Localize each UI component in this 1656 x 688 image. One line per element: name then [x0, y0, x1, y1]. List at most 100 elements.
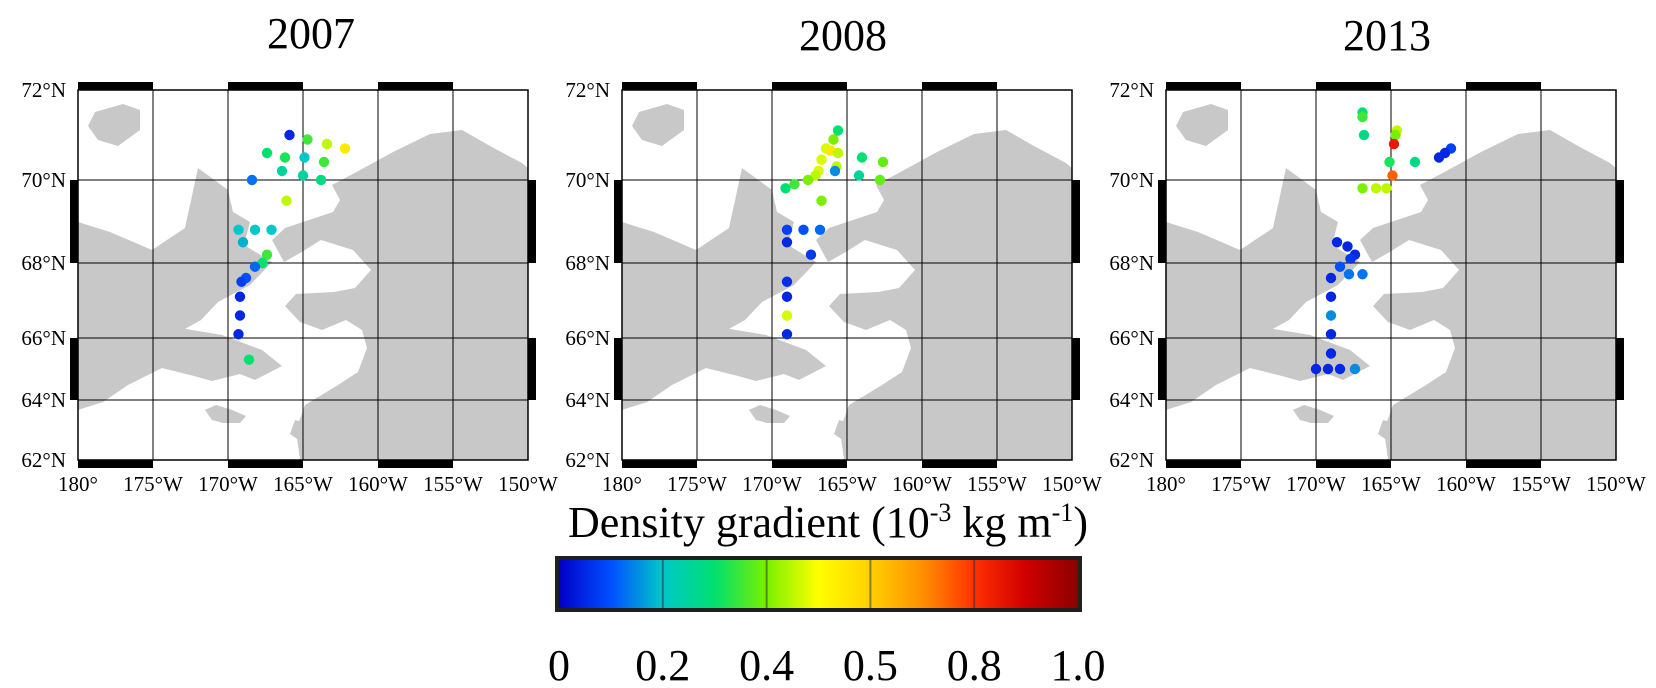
station-point: [1334, 261, 1346, 272]
map-panel-2013: 2013 62°N64°N66°N68°N70°N72°N 180° 175°W 1…: [1109, 11, 1646, 496]
colorbar-dividers: [661, 560, 976, 608]
station-point: [1325, 348, 1337, 359]
y-tick-label: 66°N: [1109, 326, 1154, 350]
station-point: [339, 143, 351, 154]
map-land: [622, 104, 1072, 460]
station-point: [832, 125, 844, 136]
y-tick-label: 64°N: [1109, 388, 1154, 412]
x-tick-label: 160°W: [892, 472, 952, 496]
frame-bar-left: [614, 180, 622, 263]
station-point: [276, 165, 288, 177]
frame-bar-right: [528, 338, 536, 400]
y-tick-label: 72°N: [565, 78, 610, 102]
station-point: [816, 195, 827, 206]
station-point: [279, 152, 291, 163]
y-tick-label: 70°N: [21, 168, 66, 192]
colorbar-tick-label: 0.4: [739, 641, 794, 688]
colorbar-tick-label: 0.2: [635, 641, 690, 688]
station-point: [315, 174, 327, 186]
station-point: [816, 154, 827, 165]
x-tick-label: 180°: [602, 472, 642, 496]
frame-bar-right: [1616, 338, 1624, 400]
colorbar-tick-labels: 0 0.2 0.4 0.5 0.8 1.0: [548, 641, 1106, 688]
y-tick-label: 62°N: [21, 448, 66, 472]
station-point: [1331, 237, 1343, 248]
frame-bar-top: [78, 82, 153, 90]
frame-bar-right: [1616, 180, 1624, 263]
y-tick-label: 68°N: [565, 251, 610, 275]
station-points: [1310, 107, 1457, 375]
map-panel-2008: 2008 62°N64°N66°N68°N70°N72°N 180° 175°W 1…: [565, 11, 1102, 496]
station-point: [236, 276, 247, 287]
frame-bar-top: [1466, 82, 1541, 90]
frame-bar-bottom: [378, 460, 453, 468]
y-tick-label: 68°N: [21, 251, 66, 275]
map-border-bars: [1158, 82, 1624, 468]
colorbar-title-exponent: -3: [930, 498, 952, 527]
x-tick-label: 165°W: [1361, 472, 1421, 496]
station-point: [1345, 253, 1356, 265]
station-point: [1334, 363, 1346, 375]
station-point: [829, 165, 841, 177]
station-point: [1384, 156, 1395, 168]
station-point: [874, 174, 886, 186]
frame-bar-top: [772, 82, 847, 90]
colorbar: Density gradient (10-3 kg m-1) 0 0.2 0.4 0.…: [548, 498, 1106, 688]
station-point: [318, 156, 330, 168]
station-point: [805, 249, 817, 260]
y-tick-label: 70°N: [565, 168, 610, 192]
station-point: [297, 170, 309, 181]
station-point: [281, 195, 292, 206]
station-point: [234, 310, 246, 321]
station-point: [237, 237, 249, 248]
station-point: [302, 134, 313, 145]
x-tick-labels: 180° 175°W 170°W 165°W 160°W 155°W 150°W: [58, 472, 558, 496]
station-point: [853, 170, 865, 181]
x-tick-label: 165°W: [273, 472, 333, 496]
frame-bar-top: [378, 82, 453, 90]
y-tick-labels: 62°N 64°N 66°N 68°N 70°N 72°N: [1109, 78, 1154, 472]
y-tick-label: 62°N: [565, 448, 610, 472]
station-point: [828, 134, 839, 145]
frame-bar-bottom: [228, 460, 303, 468]
station-point: [249, 224, 261, 235]
colorbar-tick-label: 0: [548, 641, 570, 688]
station-point: [814, 224, 826, 235]
x-tick-label: 175°W: [1211, 472, 1271, 496]
station-point: [1322, 363, 1334, 375]
frame-bar-bottom: [1166, 460, 1241, 468]
station-point: [1381, 183, 1392, 194]
station-point: [246, 174, 258, 186]
station-point: [233, 329, 244, 340]
station-point: [781, 310, 793, 321]
station-point: [781, 291, 793, 302]
frame-bar-left: [1158, 180, 1166, 263]
frame-bar-top: [228, 82, 303, 90]
y-tick-label: 72°N: [1109, 78, 1154, 102]
station-point: [781, 237, 793, 248]
station-point: [261, 147, 273, 159]
station-point: [877, 156, 889, 168]
y-tick-label: 70°N: [1109, 168, 1154, 192]
frame-bar-top: [922, 82, 997, 90]
panel-title: 2008: [799, 11, 887, 60]
x-tick-label: 160°W: [1436, 472, 1496, 496]
y-tick-labels: 62°N 64°N 66°N 68°N 70°N 72°N: [21, 78, 66, 472]
station-point: [234, 291, 246, 302]
x-tick-label: 170°W: [198, 472, 258, 496]
x-tick-label: 155°W: [967, 472, 1027, 496]
y-tick-label: 62°N: [1109, 448, 1154, 472]
station-point: [781, 329, 793, 340]
x-tick-label: 150°W: [1042, 472, 1102, 496]
station-point: [284, 129, 295, 141]
station-point: [1433, 152, 1445, 163]
station-point: [249, 261, 261, 272]
map-land: [1166, 104, 1616, 460]
map-land: [78, 104, 528, 460]
y-tick-label: 64°N: [21, 388, 66, 412]
station-point: [832, 147, 844, 159]
map-border-bars: [70, 82, 536, 468]
station-point: [802, 174, 814, 186]
station-point: [856, 152, 868, 163]
